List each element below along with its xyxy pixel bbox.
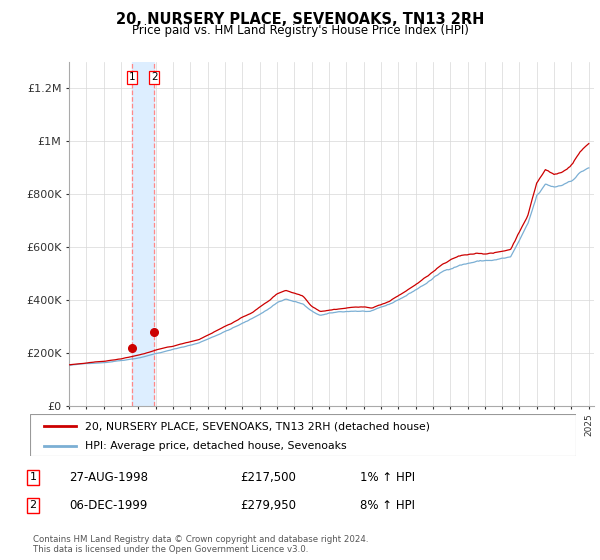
Bar [132,62,154,406]
Text: 8% ↑ HPI: 8% ↑ HPI [360,498,415,512]
Text: 20, NURSERY PLACE, SEVENOAKS, TN13 2RH: 20, NURSERY PLACE, SEVENOAKS, TN13 2RH [116,12,484,27]
Text: 20, NURSERY PLACE, SEVENOAKS, TN13 2RH (detached house): 20, NURSERY PLACE, SEVENOAKS, TN13 2RH (… [85,421,430,431]
Text: 27-AUG-1998: 27-AUG-1998 [69,470,148,484]
Text: 1% ↑ HPI: 1% ↑ HPI [360,470,415,484]
Text: £217,500: £217,500 [240,470,296,484]
Text: 2: 2 [29,500,37,510]
Text: 1: 1 [129,72,136,82]
Text: HPI: Average price, detached house, Sevenoaks: HPI: Average price, detached house, Seve… [85,441,346,451]
Text: 2: 2 [151,72,158,82]
Text: £279,950: £279,950 [240,498,296,512]
FancyBboxPatch shape [30,414,576,456]
Text: Price paid vs. HM Land Registry's House Price Index (HPI): Price paid vs. HM Land Registry's House … [131,24,469,37]
Text: 06-DEC-1999: 06-DEC-1999 [69,498,148,512]
Text: Contains HM Land Registry data © Crown copyright and database right 2024.
This d: Contains HM Land Registry data © Crown c… [33,535,368,554]
Text: 1: 1 [29,472,37,482]
